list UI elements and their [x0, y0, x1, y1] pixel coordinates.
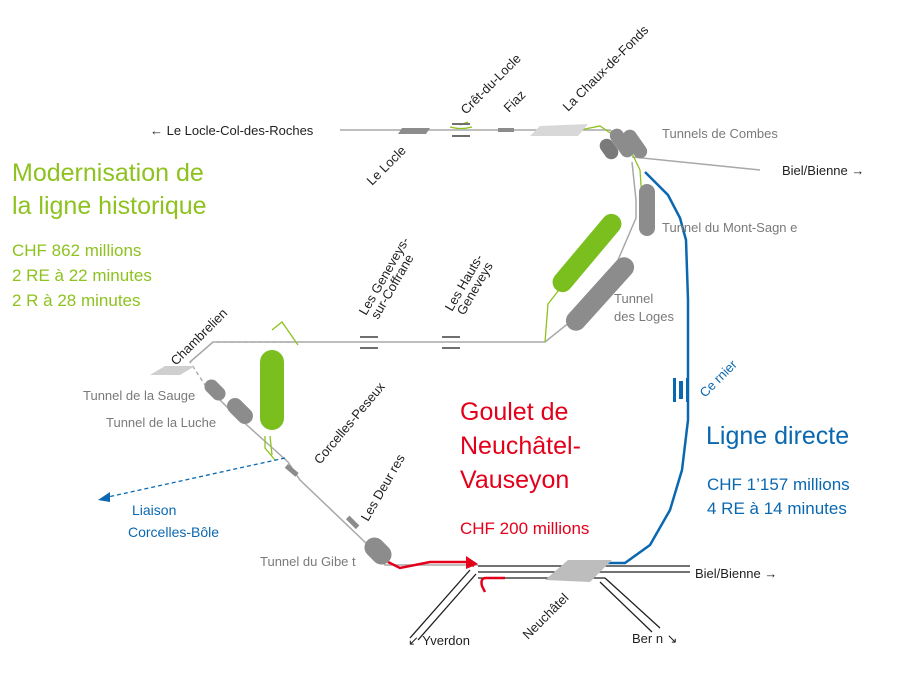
goulet-arrow-up: [466, 556, 478, 569]
tunnel-green-lower: [260, 350, 284, 430]
tunnel-gibet: [364, 537, 392, 565]
liaison-corcelles-bole-arrow: [98, 457, 286, 502]
tunnel-label-loges-line1: Tunnel: [614, 291, 653, 306]
tunnels: [204, 128, 655, 565]
direct-line-track: [604, 171, 690, 565]
station-chambrelien: Chambrelien: [168, 305, 231, 368]
tunnel-label-sauge: Tunnel de la Sauge: [83, 388, 195, 403]
station-les-deurres: Les Deur res: [358, 451, 408, 523]
crossing-loops: [360, 123, 473, 349]
platform-fiaz: [498, 128, 514, 132]
station-corcelles-peseux: Corcelles-Peseux: [311, 379, 388, 467]
dashed-section-chambrelien: [189, 341, 290, 411]
goulet-title-line3: Vauseyon: [460, 466, 569, 494]
goulet-title-line1: Goulet de: [460, 398, 568, 426]
tunnel-label-loges-line2: des Loges: [614, 309, 674, 324]
platform-corcelles: [284, 463, 299, 477]
tunnel-label-combes: Tunnels de Combes: [662, 126, 778, 141]
loop-cret-du-locle: [449, 123, 473, 137]
historic-title-line2: la ligne historique: [12, 192, 207, 220]
platform-neuchatel: [545, 560, 612, 582]
station-la-chaux-de-fonds: La Chaux-de-Fonds: [560, 22, 652, 114]
station-fiaz: Fiaz: [501, 87, 529, 115]
goulet-title-line2: Neuchâtel-: [460, 432, 581, 460]
tunnel-green-upper: [552, 213, 622, 293]
label-yverdon: ↙ Yverdon: [408, 633, 470, 648]
platform-les-deurres: [345, 515, 360, 530]
historic-line-tracks: [189, 129, 761, 566]
label-biel-bienne-top: Biel/Bienne →: [782, 163, 864, 178]
platform-la-chaux-de-fonds: [530, 124, 588, 136]
loop-les-geneveys: [360, 336, 378, 349]
cernier-tunnel-marker: [673, 378, 689, 402]
label-bern: Ber n ↘: [632, 631, 678, 646]
tunnel-combes: [599, 128, 648, 160]
tunnel-label-mont-sagne: Tunnel du Mont-Sagn e: [662, 220, 797, 235]
liaison-label-line1: Liaison: [132, 502, 176, 518]
label-biel-bienne-bottom: Biel/Bienne →: [695, 566, 777, 581]
station-neuchatel: Neuchâtel: [520, 590, 572, 642]
historic-title-line1: Modernisation de: [12, 159, 204, 187]
tunnel-sauge: [204, 379, 226, 401]
tunnel-label-luche: Tunnel de la Luche: [106, 415, 216, 430]
tunnel-label-gibet: Tunnel du Gibe t: [260, 554, 356, 569]
green-modernisation-tracks: [264, 121, 643, 461]
historic-service-re: 2 RE à 22 minutes: [12, 266, 152, 285]
label-le-locle-col-des-roches: ← Le Locle-Col-des-Roches: [150, 123, 314, 138]
historic-service-r: 2 R à 28 minutes: [12, 291, 141, 310]
station-le-locle: Le Locle: [364, 143, 409, 188]
tunnel-luche: [227, 398, 253, 424]
historic-cost: CHF 862 millions: [12, 241, 141, 260]
loop-les-hauts-geneveys: [442, 336, 460, 349]
direct-service: 4 RE à 14 minutes: [707, 499, 847, 518]
direct-cost: CHF 1’157 millions: [707, 475, 850, 494]
station-platforms: [150, 124, 612, 582]
station-cernier: Ce rnier: [697, 356, 741, 400]
platform-chambrelien: [150, 366, 195, 375]
goulet-cost: CHF 200 millions: [460, 519, 589, 538]
tunnel-loges: [565, 257, 635, 331]
platform-le-locle: [398, 128, 430, 134]
liaison-label-line2: Corcelles-Bôle: [128, 524, 219, 540]
direct-title: Ligne directe: [706, 422, 849, 450]
tunnel-mont-sagne: [639, 184, 655, 236]
